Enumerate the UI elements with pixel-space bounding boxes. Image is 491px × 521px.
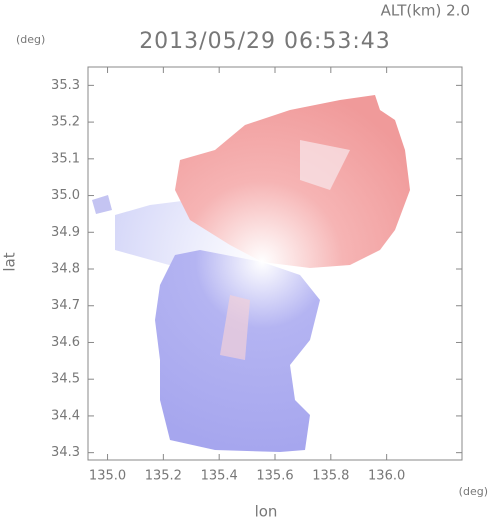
- y-tick-label: 35.2: [51, 115, 80, 130]
- velocity-field: [92, 95, 410, 452]
- y-tick-label: 34.4: [51, 408, 80, 423]
- x-tick-label: 135.0: [89, 469, 126, 484]
- y-unit: (deg): [16, 33, 45, 46]
- x-label: lon: [255, 503, 278, 521]
- x-tick-label: 136.0: [368, 469, 405, 484]
- y-tick-label: 34.7: [51, 298, 80, 313]
- x-tick-label: 135.6: [256, 469, 293, 484]
- y-tick-label: 34.3: [51, 445, 80, 460]
- y-tick-label: 34.9: [51, 225, 80, 240]
- y-tick-label: 34.5: [51, 372, 80, 387]
- y-tick-label: 35.0: [51, 188, 80, 203]
- y-tick-label: 34.6: [51, 335, 80, 350]
- y-label: lat: [1, 252, 19, 271]
- chart-title: 2013/05/29 06:53:43: [139, 29, 391, 54]
- altitude: ALT(km) 2.0: [381, 2, 470, 20]
- x-unit: (deg): [459, 485, 488, 498]
- x-tick-label: 135.4: [201, 469, 238, 484]
- x-tick-label: 135.2: [145, 469, 182, 484]
- x-tick-label: 135.8: [312, 469, 349, 484]
- y-tick-label: 35.1: [51, 151, 80, 166]
- y-tick-label: 35.3: [51, 78, 80, 93]
- y-tick-label: 34.8: [51, 262, 80, 277]
